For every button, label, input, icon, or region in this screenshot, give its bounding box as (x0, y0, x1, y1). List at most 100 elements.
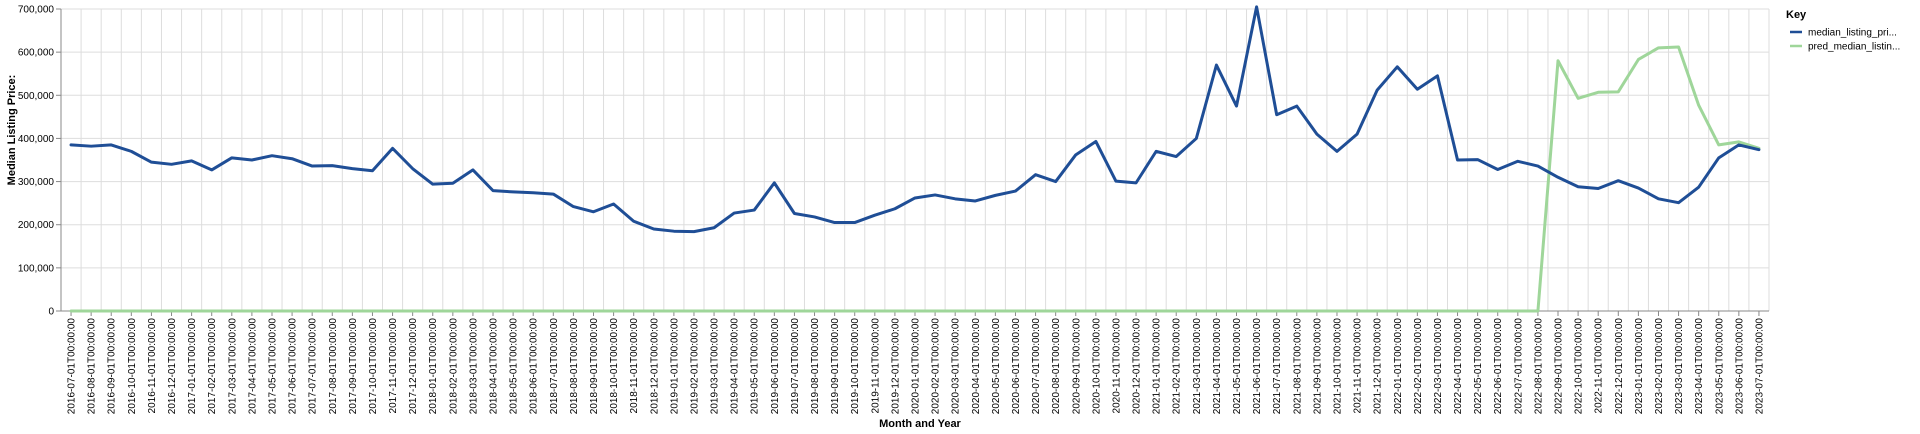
x-tick-label: 2021-03-01T00:00:00 (1192, 318, 1203, 415)
x-tick-label: 2019-02-01T00:00:00 (689, 318, 700, 415)
x-axis: 2016-07-01T00:00:00 2016-08-01T00:00:00 20… (61, 310, 1769, 415)
x-tick-label: 2022-12-01T00:00:00 (1614, 318, 1625, 415)
legend: Key median_listing_pri... pred_median_lis… (1786, 9, 1900, 53)
x-tick-label: 2020-06-01T00:00:00 (1011, 318, 1022, 415)
x-tick-label: 2019-08-01T00:00:00 (810, 318, 821, 415)
x-tick-label: 2020-01-01T00:00:00 (911, 318, 922, 415)
x-tick-label: 2019-10-01T00:00:00 (850, 318, 861, 415)
x-tick-label: 2021-06-01T00:00:00 (1252, 318, 1263, 415)
x-tick-label: 2019-09-01T00:00:00 (830, 318, 841, 415)
x-tick-label: 2022-09-01T00:00:00 (1554, 318, 1565, 415)
x-tick-label: 2018-11-01T00:00:00 (629, 318, 640, 414)
x-tick-label: 2021-02-01T00:00:00 (1172, 318, 1183, 415)
x-tick-label: 2023-04-01T00:00:00 (1694, 318, 1705, 415)
x-tick-label: 2019-04-01T00:00:00 (730, 318, 741, 415)
x-tick-label: 2021-07-01T00:00:00 (1272, 318, 1283, 415)
y-tick-label: 0 (48, 307, 54, 318)
x-tick-label: 2016-11-01T00:00:00 (147, 318, 158, 414)
x-tick-label: 2017-07-01T00:00:00 (308, 318, 319, 415)
x-tick-label: 2020-12-01T00:00:00 (1132, 318, 1143, 415)
x-tick-label: 2017-12-01T00:00:00 (408, 318, 419, 415)
x-axis-title: Month and Year (879, 418, 961, 430)
x-tick-label: 2019-11-01T00:00:00 (870, 318, 881, 414)
x-tick-label: 2022-03-01T00:00:00 (1433, 318, 1444, 415)
x-tick-label: 2021-09-01T00:00:00 (1312, 318, 1323, 415)
x-tick-label: 2020-04-01T00:00:00 (971, 318, 982, 415)
x-tick-label: 2022-05-01T00:00:00 (1473, 318, 1484, 415)
x-tick-label: 2020-08-01T00:00:00 (1051, 318, 1062, 415)
x-tick-label: 2019-05-01T00:00:00 (750, 318, 761, 415)
x-tick-label: 2020-02-01T00:00:00 (931, 318, 942, 415)
x-tick-label: 2020-11-01T00:00:00 (1111, 318, 1122, 414)
y-tick-label: 400,000 (18, 134, 55, 145)
legend-label: median_listing_pri... (1808, 28, 1897, 39)
x-tick-label: 2020-10-01T00:00:00 (1091, 318, 1102, 415)
x-tick-label: 2018-12-01T00:00:00 (649, 318, 660, 415)
x-tick-label: 2022-04-01T00:00:00 (1453, 318, 1464, 415)
x-tick-label: 2018-09-01T00:00:00 (589, 318, 600, 415)
x-tick-label: 2016-07-01T00:00:00 (67, 318, 78, 415)
x-tick-label: 2017-04-01T00:00:00 (247, 318, 258, 415)
x-tick-label: 2018-04-01T00:00:00 (489, 318, 500, 415)
x-tick-label: 2022-06-01T00:00:00 (1493, 318, 1504, 415)
x-tick-label: 2023-06-01T00:00:00 (1734, 318, 1745, 415)
x-tick-label: 2019-03-01T00:00:00 (710, 318, 721, 415)
x-tick-label: 2023-07-01T00:00:00 (1754, 318, 1765, 415)
x-tick-label: 2017-06-01T00:00:00 (288, 318, 299, 415)
x-tick-label: 2017-05-01T00:00:00 (267, 318, 278, 415)
x-tick-label: 2016-10-01T00:00:00 (127, 318, 138, 415)
x-tick-label: 2018-06-01T00:00:00 (529, 318, 540, 415)
x-tick-label: 2017-02-01T00:00:00 (207, 318, 218, 415)
x-tick-label: 2023-02-01T00:00:00 (1654, 318, 1665, 415)
y-axis-title: Median Listing Price: (6, 75, 18, 186)
y-tick-label: 100,000 (18, 263, 55, 274)
x-tick-label: 2021-12-01T00:00:00 (1373, 318, 1384, 415)
x-tick-label: 2021-08-01T00:00:00 (1292, 318, 1303, 415)
x-tick-label: 2022-11-01T00:00:00 (1594, 318, 1605, 414)
x-tick-label: 2017-11-01T00:00:00 (388, 318, 399, 414)
x-tick-label: 2017-10-01T00:00:00 (368, 318, 379, 415)
x-tick-label: 2023-01-01T00:00:00 (1634, 318, 1645, 415)
x-tick-label: 2023-03-01T00:00:00 (1674, 318, 1685, 415)
x-tick-label: 2016-09-01T00:00:00 (107, 318, 118, 415)
gridlines (60, 8, 1770, 312)
x-tick-label: 2016-08-01T00:00:00 (87, 318, 98, 415)
x-tick-label: 2022-02-01T00:00:00 (1413, 318, 1424, 415)
legend-title: Key (1786, 9, 1807, 21)
x-tick-label: 2020-05-01T00:00:00 (991, 318, 1002, 415)
x-tick-label: 2023-05-01T00:00:00 (1714, 318, 1725, 415)
x-tick-label: 2021-11-01T00:00:00 (1353, 318, 1364, 414)
x-tick-label: 2018-01-01T00:00:00 (428, 318, 439, 415)
x-tick-label: 2021-04-01T00:00:00 (1212, 318, 1223, 415)
x-tick-label: 2018-07-01T00:00:00 (549, 318, 560, 415)
x-tick-label: 2020-03-01T00:00:00 (951, 318, 962, 415)
x-tick-label: 2016-12-01T00:00:00 (167, 318, 178, 415)
x-tick-label: 2018-08-01T00:00:00 (569, 318, 580, 415)
x-tick-label: 2019-07-01T00:00:00 (790, 318, 801, 415)
x-tick-label: 2017-09-01T00:00:00 (348, 318, 359, 415)
legend-label: pred_median_listin... (1808, 42, 1900, 53)
x-tick-label: 2017-08-01T00:00:00 (328, 318, 339, 415)
y-axis: 0 100,000 200,000 300,000 400,000 500,000 600,… (18, 5, 62, 318)
series-line-median-listing-price (69, 5, 1761, 234)
x-tick-label: 2021-01-01T00:00:00 (1152, 318, 1163, 415)
y-tick-label: 600,000 (18, 48, 55, 59)
x-tick-label: 2019-12-01T00:00:00 (890, 318, 901, 415)
y-tick-label: 700,000 (18, 5, 55, 16)
x-tick-label: 2022-08-01T00:00:00 (1533, 318, 1544, 415)
x-tick-label: 2019-01-01T00:00:00 (669, 318, 680, 415)
series-lines (69, 5, 1761, 313)
x-tick-label: 2018-10-01T00:00:00 (609, 318, 620, 415)
x-tick-label: 2020-09-01T00:00:00 (1071, 318, 1082, 415)
x-tick-label: 2017-03-01T00:00:00 (227, 318, 238, 415)
x-tick-label: 2021-05-01T00:00:00 (1232, 318, 1243, 415)
x-tick-label: 2022-01-01T00:00:00 (1393, 318, 1404, 415)
y-tick-label: 200,000 (18, 220, 55, 231)
x-tick-label: 2017-01-01T00:00:00 (187, 318, 198, 415)
x-tick-label: 2018-03-01T00:00:00 (468, 318, 479, 415)
x-tick-label: 2018-02-01T00:00:00 (448, 318, 459, 415)
x-tick-label: 2019-06-01T00:00:00 (770, 318, 781, 415)
series-line-pred-median-listing-price (69, 45, 1761, 313)
y-tick-label: 500,000 (18, 91, 55, 102)
